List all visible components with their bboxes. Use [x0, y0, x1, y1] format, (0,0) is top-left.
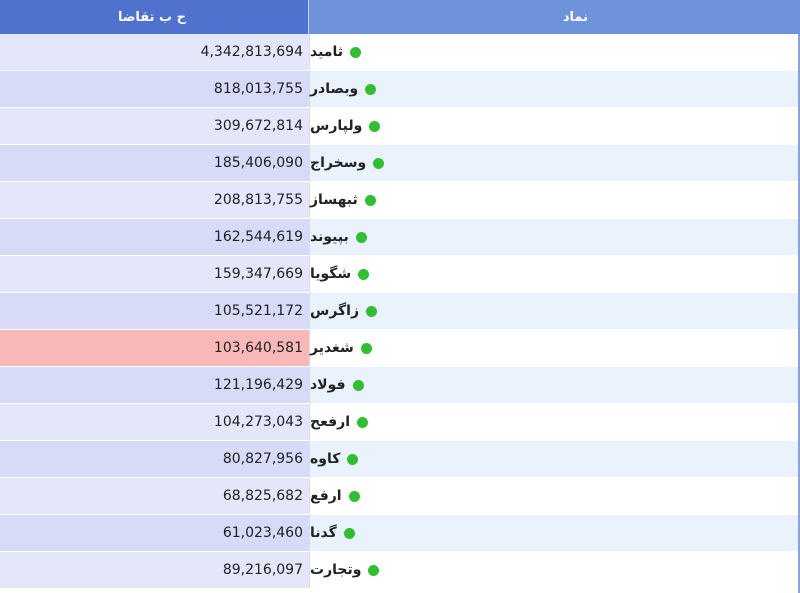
symbol-text: بپیوند	[310, 229, 349, 245]
symbol-text: وتجارت	[310, 562, 362, 578]
symbol-cell[interactable]: فولاد	[309, 367, 800, 403]
demand-value-cell: 61,023,460	[0, 515, 309, 551]
symbol-text: زاگرس	[310, 303, 360, 319]
status-dot-icon	[357, 416, 369, 428]
table-row[interactable]: 80,827,956 کاوه	[0, 441, 800, 478]
symbol-text: ولپارس	[310, 118, 363, 134]
symbol-text: ثامید	[310, 44, 343, 60]
table-row[interactable]: 104,273,043 ارفعح	[0, 404, 800, 441]
table-right-edge	[798, 34, 800, 593]
demand-value-cell: 103,640,581	[0, 330, 309, 366]
table-row[interactable]: 105,521,172 زاگرس	[0, 293, 800, 330]
table-row[interactable]: 61,023,460 گدنا	[0, 515, 800, 552]
symbol-text: ثبهساز	[310, 192, 358, 208]
table-row[interactable]: 818,013,755 وبصادر	[0, 71, 800, 108]
status-dot-icon	[368, 564, 380, 576]
demand-value-cell: 185,406,090	[0, 145, 309, 181]
symbol-cell[interactable]: کاوه	[309, 441, 800, 477]
demand-value-cell: 162,544,619	[0, 219, 309, 255]
table-row[interactable]: 185,406,090 وسخراج	[0, 145, 800, 182]
symbol-cell[interactable]: شغدیر	[309, 330, 800, 366]
symbol-cell[interactable]: زاگرس	[309, 293, 800, 329]
column-header-demand-value[interactable]: ح ب تقاضا	[0, 0, 309, 34]
symbol-text: فولاد	[310, 377, 346, 393]
symbol-text: ارفعح	[310, 414, 351, 430]
table-row[interactable]: 68,825,682 ارفع	[0, 478, 800, 515]
status-dot-icon	[349, 46, 361, 58]
status-dot-icon	[358, 268, 370, 280]
table-row[interactable]: 159,347,669 شگویا	[0, 256, 800, 293]
table-body: 4,342,813,694 ثامید 818,013,755 وبصادر 3…	[0, 34, 800, 589]
demand-value-cell: 68,825,682	[0, 478, 309, 514]
table-row[interactable]: 162,544,619 بپیوند	[0, 219, 800, 256]
symbol-text: وسخراج	[310, 155, 367, 171]
status-dot-icon	[360, 342, 372, 354]
demand-value-cell: 104,273,043	[0, 404, 309, 440]
demand-value-cell: 159,347,669	[0, 256, 309, 292]
symbol-cell[interactable]: وتجارت	[309, 552, 800, 588]
symbol-cell[interactable]: ارفعح	[309, 404, 800, 440]
table-row[interactable]: 309,672,814 ولپارس	[0, 108, 800, 145]
table-row[interactable]: 103,640,581 شغدیر	[0, 330, 800, 367]
symbol-cell[interactable]: وبصادر	[309, 71, 800, 107]
demand-value-cell: 818,013,755	[0, 71, 309, 107]
symbol-text: گدنا	[310, 525, 337, 541]
symbol-cell[interactable]: ولپارس	[309, 108, 800, 144]
status-dot-icon	[347, 453, 359, 465]
symbol-cell[interactable]: بپیوند	[309, 219, 800, 255]
symbol-cell[interactable]: شگویا	[309, 256, 800, 292]
table-row[interactable]: 121,196,429 فولاد	[0, 367, 800, 404]
demand-value-cell: 208,813,755	[0, 182, 309, 218]
symbol-cell[interactable]: ثبهساز	[309, 182, 800, 218]
status-dot-icon	[373, 157, 385, 169]
symbol-text: کاوه	[310, 451, 341, 467]
table-header: ح ب تقاضا نماد	[0, 0, 800, 34]
status-dot-icon	[352, 379, 364, 391]
demand-value-cell: 4,342,813,694	[0, 34, 309, 70]
demand-value-cell: 309,672,814	[0, 108, 309, 144]
demand-value-cell: 80,827,956	[0, 441, 309, 477]
demand-value-cell: 89,216,097	[0, 552, 309, 588]
symbol-text: شغدیر	[310, 340, 354, 356]
status-dot-icon	[348, 490, 360, 502]
demand-value-cell: 105,521,172	[0, 293, 309, 329]
status-dot-icon	[364, 194, 376, 206]
status-dot-icon	[369, 120, 381, 132]
table-row[interactable]: 89,216,097 وتجارت	[0, 552, 800, 589]
symbol-text: ارفع	[310, 488, 342, 504]
status-dot-icon	[366, 305, 378, 317]
symbol-text: وبصادر	[310, 81, 359, 97]
symbol-cell[interactable]: ارفع	[309, 478, 800, 514]
symbol-cell[interactable]: ثامید	[309, 34, 800, 70]
symbol-text: شگویا	[310, 266, 352, 282]
table-row[interactable]: 208,813,755 ثبهساز	[0, 182, 800, 219]
symbol-cell[interactable]: وسخراج	[309, 145, 800, 181]
column-header-symbol[interactable]: نماد	[309, 0, 800, 34]
status-dot-icon	[355, 231, 367, 243]
symbol-cell[interactable]: گدنا	[309, 515, 800, 551]
table-row[interactable]: 4,342,813,694 ثامید	[0, 34, 800, 71]
status-dot-icon	[365, 83, 377, 95]
status-dot-icon	[343, 527, 355, 539]
demand-value-cell: 121,196,429	[0, 367, 309, 403]
